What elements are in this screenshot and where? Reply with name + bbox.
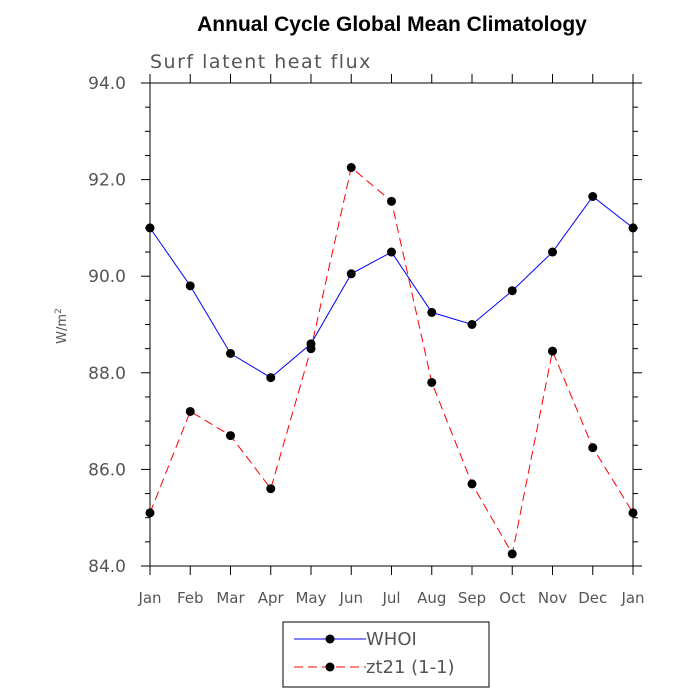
y-tick-label: 88.0 xyxy=(88,364,126,384)
x-tick-label: Oct xyxy=(499,589,525,607)
chart-title: Annual Cycle Global Mean Climatology xyxy=(197,13,587,36)
series-2-point xyxy=(145,508,155,518)
x-tick-label: Jan xyxy=(137,589,161,607)
series-2-point xyxy=(306,344,316,354)
series-1-point xyxy=(266,373,276,383)
series-1-point xyxy=(346,269,356,279)
legend-box xyxy=(282,621,490,688)
legend-label-1: WHOI xyxy=(366,629,417,650)
x-tick-label: Apr xyxy=(258,589,285,607)
series-1-point xyxy=(467,320,477,329)
series-1-point xyxy=(548,247,557,257)
series-line-1 xyxy=(149,195,634,379)
data-series xyxy=(145,163,638,559)
series-1-point xyxy=(427,307,437,317)
series-1-point xyxy=(628,223,638,233)
series-2-point xyxy=(507,549,517,559)
series-2-point xyxy=(266,484,276,494)
x-tick-label: Mar xyxy=(216,589,245,607)
series-2-point xyxy=(427,377,437,387)
y-axis-label-unit: W/m xyxy=(55,314,70,344)
x-axis-ticks: Jan Feb Mar Apr May Jun Jul Aug Sep Oct Nov Dec Jan xyxy=(137,74,645,607)
plot-frame xyxy=(149,82,634,567)
series-1-point xyxy=(387,247,396,257)
series-1-point xyxy=(226,348,235,358)
series-2-point xyxy=(628,508,638,518)
series-2-point xyxy=(346,163,356,173)
x-tick-label: Sep xyxy=(458,589,486,607)
x-tick-label: Nov xyxy=(538,589,567,607)
x-tick-label: Dec xyxy=(578,589,607,607)
x-tick-label: Jan xyxy=(620,589,644,607)
y-axis-label-exponent: 2 xyxy=(54,308,64,314)
legend: WHOI zt21 (1-1) xyxy=(282,621,490,688)
y-axis-ticks: 84.0 86.0 88.0 90.0 92.0 94.0 xyxy=(88,74,642,577)
chart-subtitle: Surf latent heat flux xyxy=(150,51,372,73)
series-1-point xyxy=(588,192,598,202)
series-2-point xyxy=(467,479,477,489)
y-tick-label: 94.0 xyxy=(88,74,126,94)
x-tick-label: Aug xyxy=(417,589,446,607)
y-axis-label: W/m2 xyxy=(54,308,70,344)
series-2-point xyxy=(387,196,396,206)
y-tick-label: 86.0 xyxy=(88,460,126,480)
series-2-point xyxy=(548,346,557,356)
x-tick-label: Jul xyxy=(381,589,400,607)
legend-marker-2 xyxy=(325,662,335,672)
series-2-point xyxy=(588,443,598,453)
series-2-point xyxy=(185,406,195,416)
plot-axes xyxy=(149,82,634,567)
x-tick-label: Feb xyxy=(177,589,204,607)
series-1-point xyxy=(507,286,517,296)
legend-marker-1 xyxy=(325,634,335,644)
series-1-point xyxy=(185,281,195,291)
legend-label-2: zt21 (1-1) xyxy=(366,657,455,678)
y-tick-label: 92.0 xyxy=(88,171,126,191)
series-1-point xyxy=(145,223,155,233)
x-tick-label: Jun xyxy=(339,589,363,607)
y-tick-label: 84.0 xyxy=(88,557,126,577)
y-tick-label: 90.0 xyxy=(88,267,126,287)
series-2-point xyxy=(226,431,235,441)
series-line-2 xyxy=(149,166,634,556)
x-tick-label: May xyxy=(295,589,326,607)
